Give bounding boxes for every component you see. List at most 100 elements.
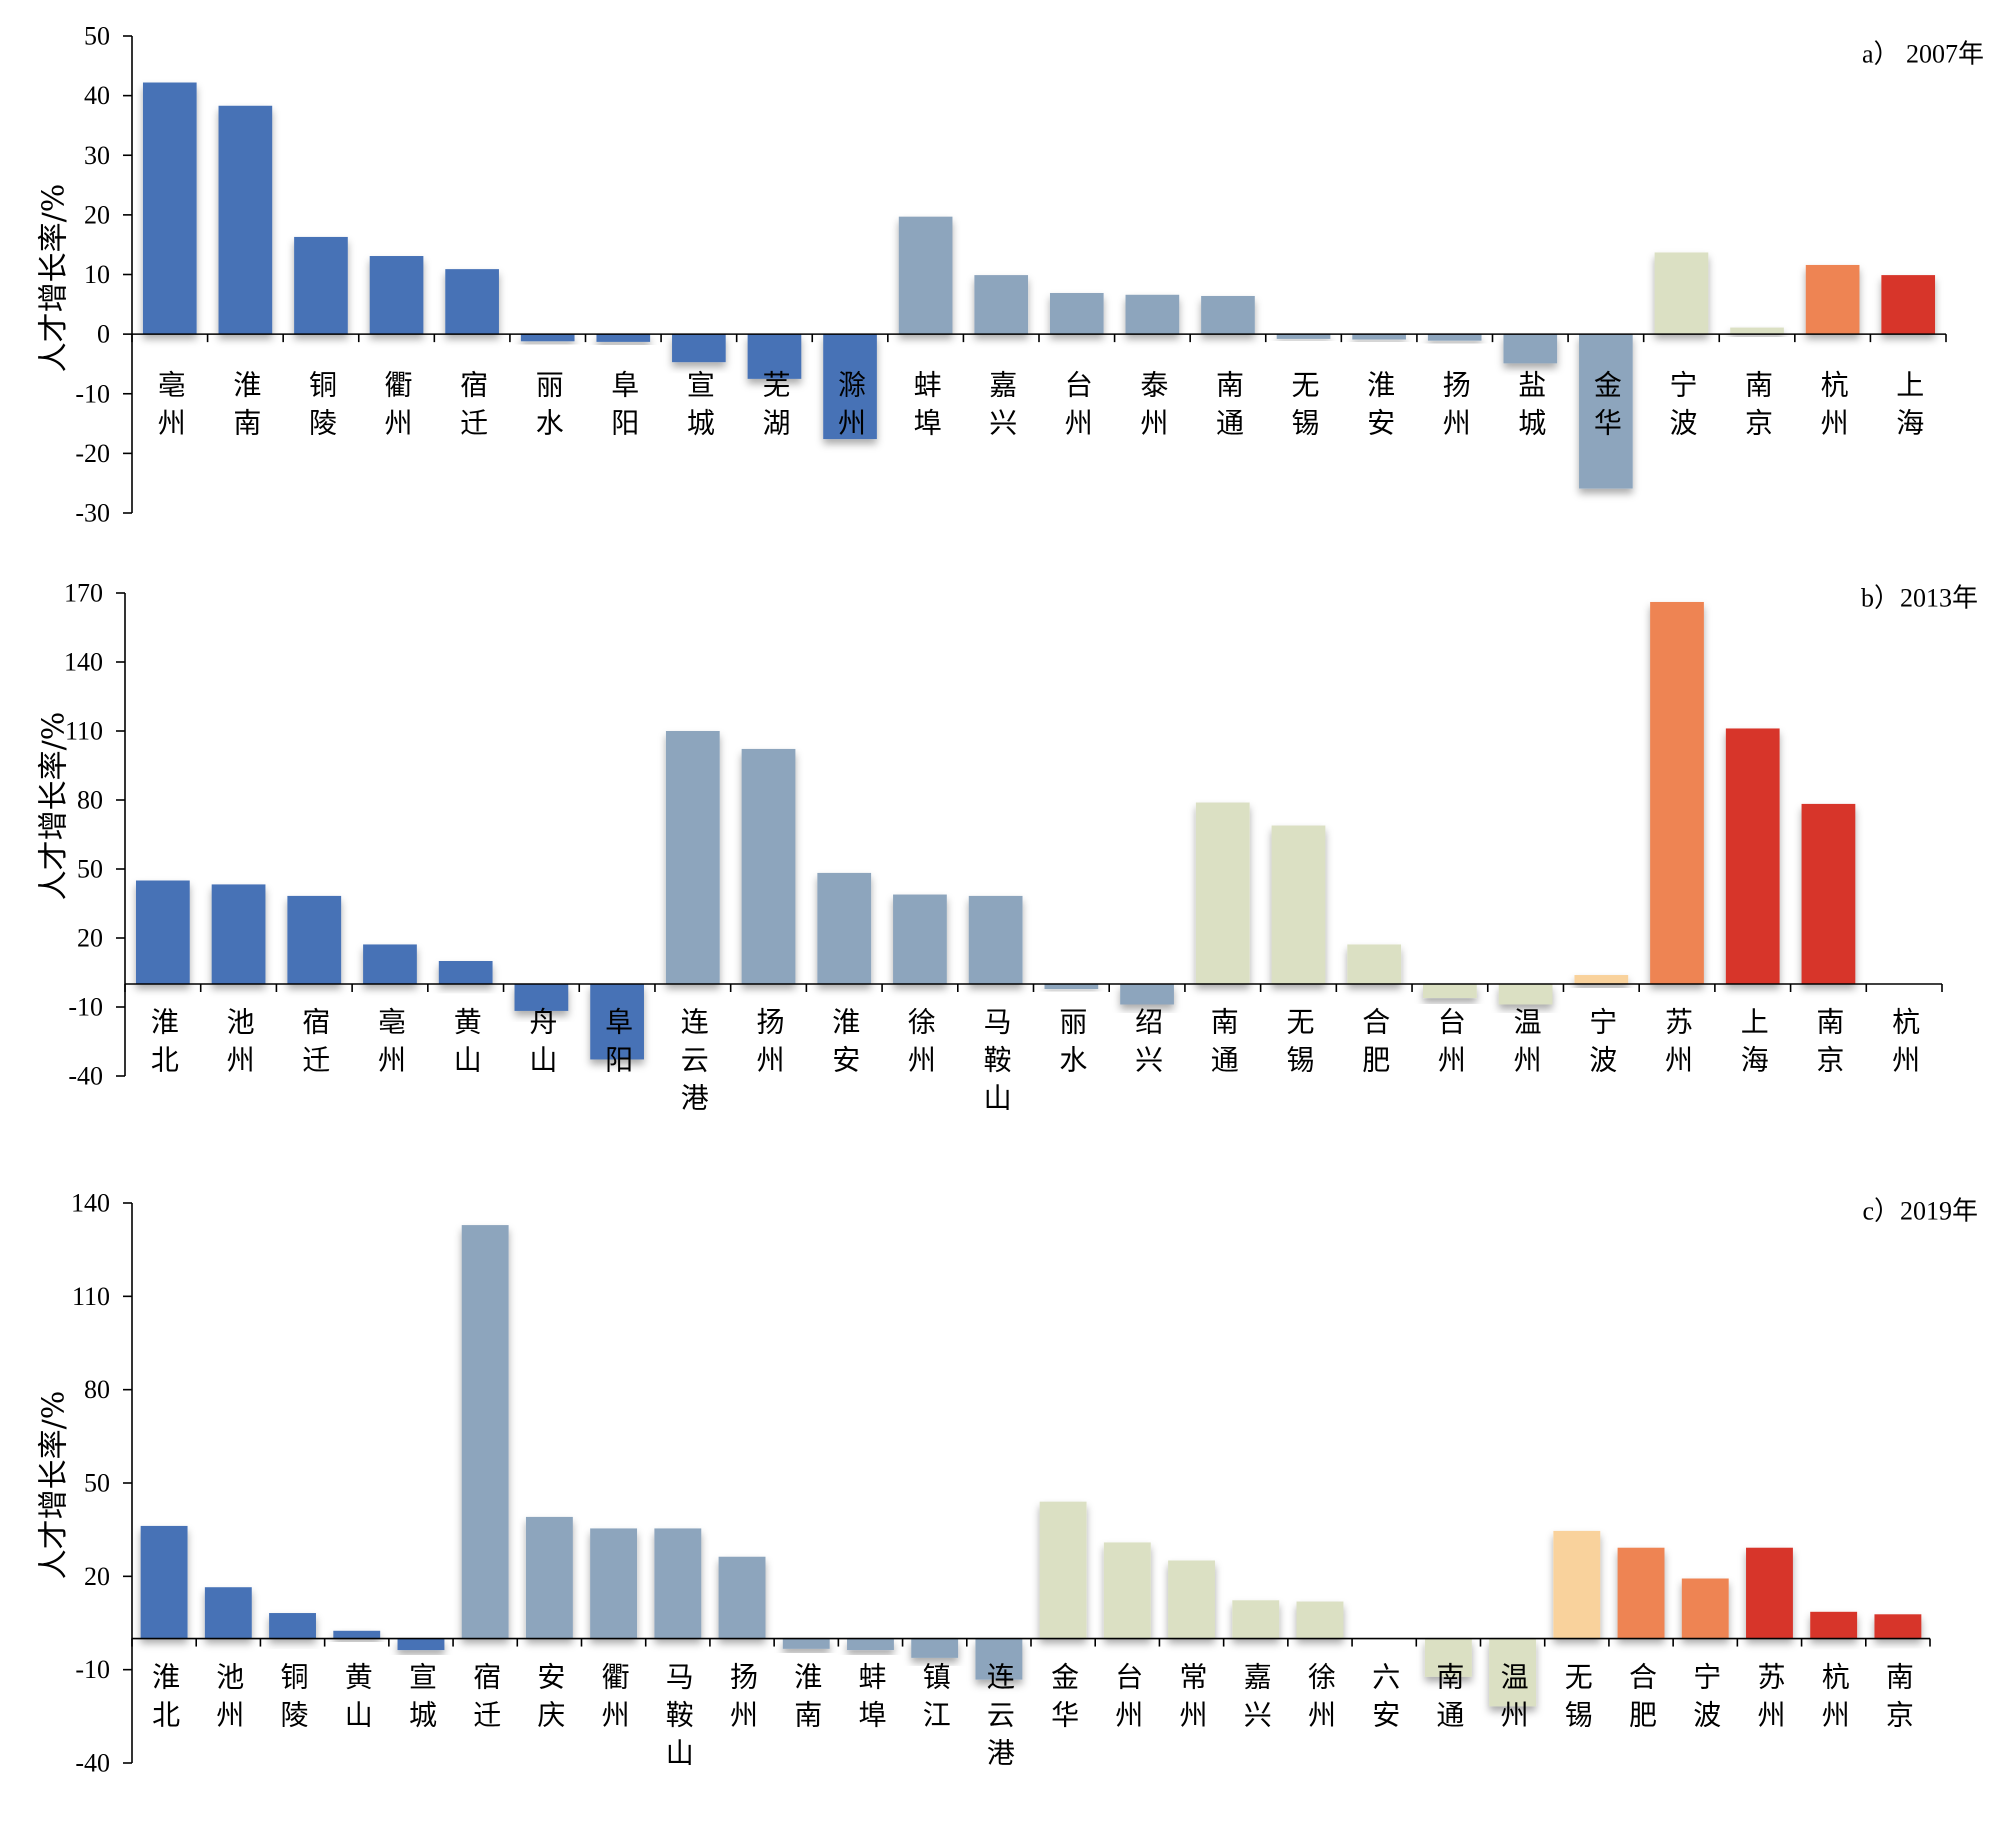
bar	[369, 256, 424, 335]
bar	[218, 105, 273, 335]
bar	[1617, 1547, 1665, 1639]
y-tick-label: 110	[65, 717, 103, 746]
bar	[445, 269, 499, 335]
bar	[1881, 275, 1936, 335]
bar	[1801, 803, 1856, 984]
y-tick-label: 80	[77, 786, 103, 815]
bar	[1201, 295, 1255, 335]
bar	[898, 216, 953, 335]
y-tick-label: 140	[71, 1189, 110, 1218]
bar	[140, 1525, 188, 1639]
y-axis-label: 人才增长率/%	[37, 1391, 72, 1580]
bar	[718, 1556, 766, 1639]
bar	[204, 1587, 252, 1639]
y-tick-label: 170	[64, 579, 103, 608]
bar	[893, 894, 947, 984]
y-axis-label: 人才增长率/%	[37, 184, 72, 373]
bar	[782, 1638, 830, 1649]
bar	[665, 731, 720, 984]
y-tick-label: 20	[77, 924, 103, 953]
bar	[269, 1613, 316, 1639]
bar	[461, 1225, 509, 1639]
bar	[1103, 1542, 1151, 1639]
bar	[1125, 294, 1180, 335]
bar	[817, 872, 872, 984]
bar	[1503, 334, 1558, 364]
y-tick-label: 20	[84, 200, 110, 229]
y-tick-label: 50	[77, 855, 103, 884]
y-tick-label: 10	[84, 260, 110, 289]
bar	[1049, 292, 1104, 335]
bar	[1039, 1501, 1087, 1639]
bar	[1681, 1578, 1729, 1639]
bar	[1424, 1638, 1472, 1677]
y-tick-label: -40	[75, 1749, 110, 1778]
bar	[1574, 975, 1629, 984]
y-tick-label: -20	[75, 439, 110, 468]
bar	[1168, 1560, 1215, 1639]
y-tick-label: 110	[72, 1282, 110, 1311]
bar	[1730, 327, 1784, 335]
bar	[1120, 984, 1174, 1005]
bar	[1276, 334, 1331, 339]
bar	[1810, 1611, 1858, 1639]
panel-title: b）2013年	[1861, 584, 1978, 613]
y-tick-label: 50	[84, 22, 110, 51]
bar	[1271, 825, 1326, 984]
bar	[1195, 802, 1250, 984]
y-tick-label: -10	[68, 993, 103, 1022]
y-tick-label: -40	[68, 1062, 103, 1091]
bar	[520, 334, 575, 342]
y-tick-label: 20	[84, 1562, 110, 1591]
bar	[525, 1516, 573, 1639]
bar	[654, 1528, 702, 1639]
y-tick-label: 80	[84, 1375, 110, 1404]
bar	[1874, 1614, 1922, 1639]
bar	[1423, 984, 1477, 999]
bar	[1232, 1600, 1280, 1639]
bar	[142, 82, 197, 335]
y-tick-label: -10	[75, 1655, 110, 1684]
y-tick-label: 140	[64, 648, 103, 677]
bar	[741, 748, 796, 984]
bar	[1296, 1601, 1344, 1639]
bar	[590, 984, 644, 1060]
bar	[590, 1528, 638, 1639]
bar	[968, 895, 1023, 984]
bar	[135, 880, 190, 984]
bar	[333, 1630, 381, 1639]
bar	[397, 1638, 445, 1651]
bar-series	[142, 82, 1936, 489]
bar	[1654, 252, 1709, 335]
y-tick-label: 0	[97, 320, 110, 349]
bar	[1498, 984, 1553, 1005]
bar	[294, 236, 348, 335]
bar	[747, 334, 802, 379]
panel-title: a） 2007年	[1862, 40, 1984, 69]
y-axis-label: 人才增长率/%	[37, 712, 72, 901]
y-tick-label: -30	[75, 499, 110, 528]
bar	[287, 895, 342, 984]
bar	[911, 1638, 959, 1658]
bar	[363, 944, 417, 984]
bar	[1044, 984, 1099, 990]
bar	[1650, 601, 1704, 984]
bar	[211, 884, 266, 984]
bar	[975, 1638, 1023, 1680]
bar	[672, 334, 726, 363]
bar	[1746, 1547, 1793, 1639]
bar-series	[140, 1225, 1922, 1707]
bar	[1553, 1530, 1601, 1639]
bar	[514, 984, 569, 1011]
y-tick-label: 40	[84, 81, 110, 110]
bar	[1352, 334, 1406, 340]
bar	[1427, 334, 1482, 341]
bar	[1347, 944, 1402, 984]
y-tick-label: -10	[75, 379, 110, 408]
bar-series	[135, 601, 1856, 1060]
